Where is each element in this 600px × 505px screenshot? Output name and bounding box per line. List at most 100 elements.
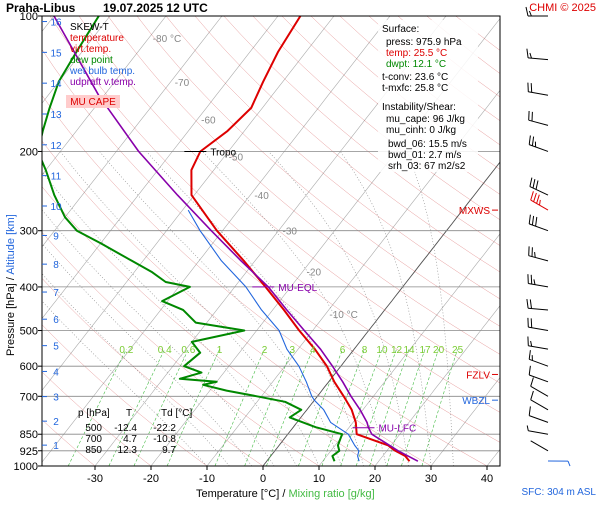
legend-item: SKEW-T [70, 22, 109, 33]
isotherm-label: -70 [175, 78, 190, 89]
table-cell: -22.2 [153, 423, 176, 434]
mixing-ratio-label: 0.6 [181, 345, 195, 356]
isotherm-label: -40 [254, 191, 269, 202]
table-cell: 9.7 [162, 445, 176, 456]
table-cell: 700 [85, 434, 102, 445]
pressure-tick-label: 1000 [14, 461, 38, 473]
temperature-tick-label: -30 [87, 473, 103, 485]
temperature-tick-label: 0 [260, 473, 266, 485]
table-cell: -12.4 [114, 423, 137, 434]
pressure-tick-label: 500 [20, 326, 38, 338]
surface-value: t-conv: 23.6 °C [382, 72, 448, 83]
altitude-tick-label: 6 [53, 315, 59, 326]
table-cell: 500 [85, 423, 102, 434]
y-axis-title: Pressure [hPa] / Altitude [km] [5, 214, 17, 356]
level-marker-label: MXWS [459, 206, 490, 217]
legend-item: udpraft v.temp. [70, 77, 136, 88]
surface-value: press: 975.9 hPa [386, 37, 462, 48]
surface-title: Surface: [382, 24, 419, 35]
mixing-ratio-label: 3 [290, 345, 296, 356]
isotherm-label: -20 [307, 268, 322, 279]
pressure-tick-label: 400 [20, 282, 38, 294]
altitude-tick-label: 14 [50, 79, 62, 90]
temperature-tick-label: 10 [313, 473, 325, 485]
pressure-tick-label: 700 [20, 391, 38, 403]
pressure-tick-label: 925 [20, 446, 38, 458]
table-cell: -10.8 [153, 434, 176, 445]
altitude-tick-label: 15 [50, 48, 62, 59]
altitude-tick-label: 11 [51, 172, 62, 183]
isotherm-label: -10 °C [329, 310, 357, 321]
level-marker-label: FZLV [466, 370, 490, 381]
mixing-ratio-label: 14 [403, 345, 415, 356]
mixing-ratio-label: 4 [310, 345, 316, 356]
altitude-tick-label: 12 [50, 141, 62, 152]
legend-item: wet bulb temp. [69, 66, 135, 77]
table-cell: 850 [85, 445, 102, 456]
level-marker-label: WBZL [462, 396, 490, 407]
instability-value: bwd_01: 2.7 m/s [388, 150, 461, 161]
altitude-tick-label: 4 [53, 367, 59, 378]
mixing-ratio-label: 12 [391, 345, 403, 356]
mixing-ratio-label: 0.4 [158, 345, 172, 356]
level-marker-label: Tropo [210, 147, 236, 158]
sounding-datetime: 19.07.2025 12 UTC [103, 1, 208, 15]
mixing-ratio-label: 8 [362, 345, 368, 356]
legend-item: virt.temp. [70, 44, 111, 55]
mixing-ratio-label: 0.2 [119, 345, 133, 356]
altitude-tick-label: 8 [53, 260, 59, 271]
instability-value: srh_03: 67 m2/s2 [388, 161, 466, 172]
altitude-tick-label: 1 [53, 441, 59, 452]
instability-title: Instability/Shear: [382, 102, 456, 113]
altitude-tick-label: 5 [53, 342, 59, 353]
instability-value: bwd_06: 15.5 m/s [388, 139, 467, 150]
table-header: p [hPa] [78, 408, 110, 419]
altitude-tick-label: 13 [50, 110, 62, 121]
altitude-tick-label: 9 [53, 231, 59, 242]
mixing-ratio-label: 17 [419, 345, 431, 356]
mixing-ratio-label: 2 [262, 345, 268, 356]
wind-barb-flag [531, 275, 532, 284]
altitude-tick-label: 3 [53, 393, 59, 404]
pressure-tick-label: 300 [20, 226, 38, 238]
isotherm-label: -30 [283, 227, 298, 238]
pressure-tick-label: 850 [20, 429, 38, 441]
credit: CHMI © 2025 [529, 2, 596, 14]
surface-value: t-mxfc: 25.8 °C [382, 83, 448, 94]
pressure-tick-label: 200 [20, 146, 38, 158]
mixing-ratio-label: 10 [376, 345, 388, 356]
mu-cape-label: MU CAPE [70, 97, 116, 108]
wind-barb-flag [531, 83, 532, 92]
table-header: Td [°C] [161, 408, 192, 419]
pressure-tick-label: 600 [20, 361, 38, 373]
x-axis-title: Temperature [°C] / Mixing ratio [g/kg] [196, 488, 375, 500]
table-cell: 4.7 [123, 434, 137, 445]
wind-barb-flag [531, 318, 532, 327]
altitude-tick-label: 7 [53, 288, 59, 299]
instability-value: mu_cape: 96 J/kg [386, 114, 465, 125]
temperature-tick-label: -20 [143, 473, 159, 485]
temperature-tick-label: 30 [425, 473, 437, 485]
altitude-tick-label: 10 [50, 202, 62, 213]
surface-value: temp: 25.5 °C [386, 48, 447, 59]
surface-value: dwpt: 12.1 °C [386, 59, 446, 70]
level-marker-label: MU-EQL [278, 283, 317, 294]
surface-elevation: SFC: 304 m ASL [522, 487, 597, 498]
mixing-ratio-label: 20 [433, 345, 445, 356]
temperature-tick-label: 40 [481, 473, 493, 485]
table-cell: 12.3 [118, 445, 138, 456]
mixing-ratio-label: 25 [452, 345, 464, 356]
mixing-ratio-label: 1 [217, 345, 223, 356]
legend-item: dew point [70, 55, 113, 66]
altitude-tick-label: 16 [50, 18, 62, 29]
isotherm-label: -80 °C [153, 34, 181, 45]
legend-item: temperature [70, 33, 124, 44]
station-name: Praha-Libus [6, 1, 76, 15]
level-marker-label: MU-LFC [378, 424, 416, 435]
mixing-ratio-label: 6 [340, 345, 346, 356]
altitude-tick-label: 2 [53, 417, 59, 428]
temperature-tick-label: -10 [199, 473, 215, 485]
